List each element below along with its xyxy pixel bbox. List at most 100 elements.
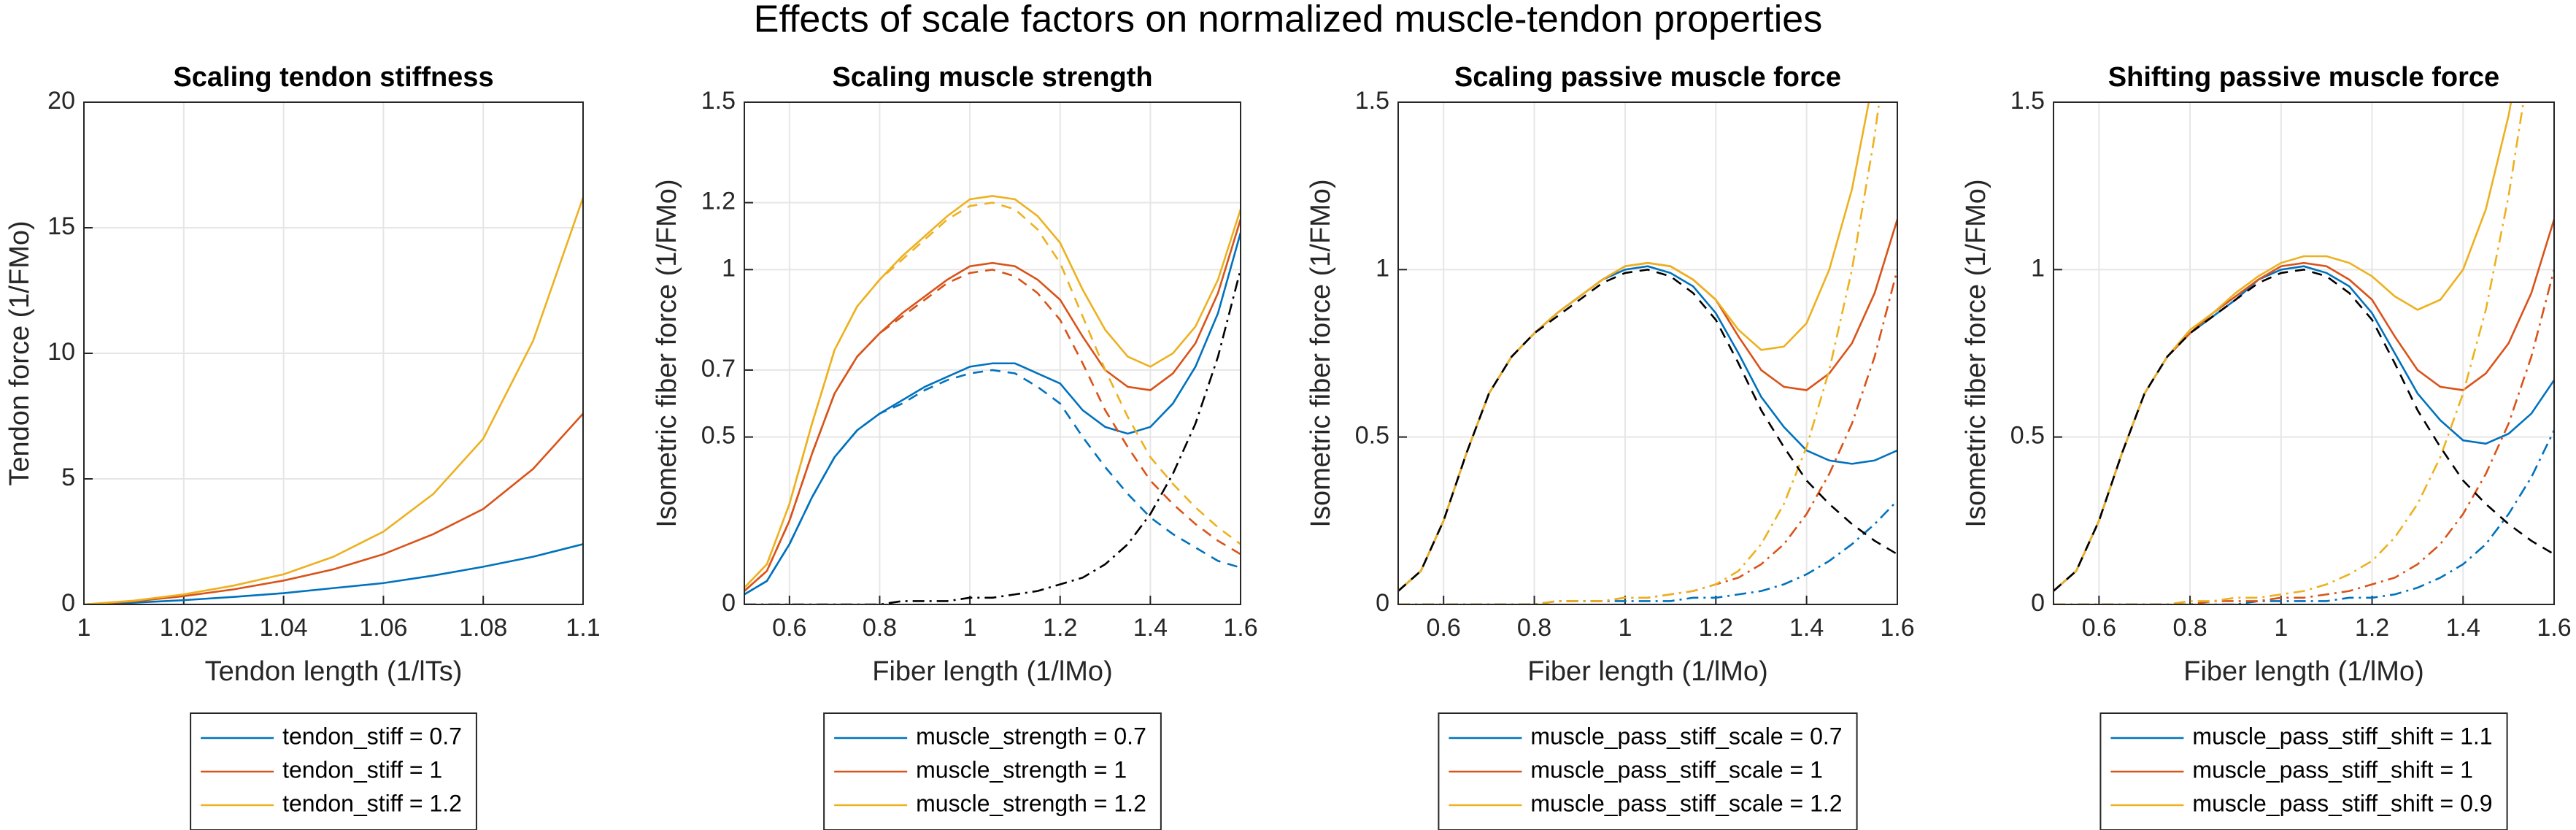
x-axis-label: Tendon length (1/lTs): [205, 656, 463, 687]
legend-label: tendon_stiff = 0.7: [282, 723, 462, 749]
y-tick-label: 0.7: [701, 355, 736, 383]
legend-box: [2099, 712, 2508, 830]
axes-box: [744, 101, 1241, 605]
x-tick-label: 1.6: [2537, 614, 2571, 642]
data-line: [744, 232, 1241, 596]
axes-box: [1397, 101, 1898, 605]
data-line: [744, 369, 1241, 596]
y-tick-label: 0: [1376, 589, 1389, 617]
x-tick-label: 0.8: [1517, 614, 1551, 642]
y-axis-label: Isometric fiber force (1/FMo): [1961, 179, 1991, 527]
data-line: [744, 269, 1241, 604]
data-line: [744, 269, 1241, 592]
plot-lines: [1398, 102, 1897, 604]
y-tick-label: 1: [1376, 254, 1389, 282]
y-tick-label: 20: [47, 87, 75, 115]
legend: muscle_strength = 0.7 muscle_strength = 1…: [823, 712, 1162, 830]
legend-label: tendon_stiff = 1.2: [282, 790, 462, 816]
y-tick-label: 15: [47, 212, 75, 240]
y-tick-label: 1.5: [1355, 87, 1389, 115]
y-tick-label: 0: [2031, 589, 2045, 617]
x-tick-label: 0.6: [2082, 614, 2116, 642]
y-tick-label: 1: [722, 254, 736, 282]
legend-label: muscle_pass_stiff_shift = 1.1: [2192, 723, 2492, 749]
x-tick-label: 1.2: [2355, 614, 2389, 642]
x-tick-label: 1.4: [1789, 614, 1824, 642]
x-axis-label: Fiber length (1/lMo): [1527, 656, 1767, 687]
plot-lines: [744, 195, 1241, 604]
legend-label: muscle_pass_stiff_scale = 1.2: [1530, 790, 1842, 816]
legend-label: tendon_stiff = 1: [282, 756, 442, 783]
data-line: [744, 201, 1241, 588]
x-axis-label: Fiber length (1/lMo): [872, 656, 1112, 687]
x-tick-label: 0.8: [863, 614, 897, 642]
x-tick-label: 1.2: [1043, 614, 1077, 642]
legend-label: muscle_pass_stiff_shift = 0.9: [2192, 790, 2492, 816]
data-line: [2054, 102, 2525, 604]
x-axis-label: Fiber length (1/lMo): [2183, 656, 2423, 687]
data-line: [1398, 102, 1881, 604]
y-tick-label: 10: [47, 338, 75, 366]
x-tick-label: 1.06: [359, 614, 407, 642]
plot-area: [2054, 102, 2554, 604]
x-tick-label: 1: [77, 614, 91, 642]
x-tick-label: 1.6: [1223, 614, 1257, 642]
legend: muscle_pass_stiff_shift = 1.1 muscle_pass…: [2099, 712, 2508, 830]
x-tick-label: 1.6: [1880, 614, 1914, 642]
x-tick-label: 1: [1618, 614, 1632, 642]
subplot-title: Scaling passive muscle force: [1454, 62, 1841, 93]
data-line: [2054, 269, 2554, 604]
legend: muscle_pass_stiff_scale = 0.7 muscle_pass…: [1438, 712, 1858, 830]
plot-area: [744, 102, 1241, 604]
x-tick-label: 0.6: [1427, 614, 1461, 642]
figure-title: Effects of scale factors on normalized m…: [754, 0, 1822, 41]
data-line: [84, 412, 583, 604]
legend-label: muscle_strength = 1.2: [916, 790, 1146, 816]
y-axis-label: Isometric fiber force (1/FMo): [652, 179, 682, 527]
plot-lines: [84, 197, 583, 604]
y-tick-label: 0.5: [2010, 422, 2045, 450]
y-axis-label: Tendon force (1/FMo): [4, 220, 35, 485]
y-tick-label: 1.5: [701, 87, 736, 115]
x-tick-label: 1.2: [1699, 614, 1733, 642]
subplot-title: Shifting passive muscle force: [2108, 62, 2499, 93]
legend: tendon_stiff = 0.7 tendon_stiff = 1 tendon…: [190, 712, 477, 830]
plot-lines: [2054, 102, 2554, 604]
y-axis-label: Isometric fiber force (1/FMo): [1306, 179, 1336, 527]
x-tick-label: 1.4: [2446, 614, 2480, 642]
y-tick-label: 5: [61, 464, 75, 491]
y-tick-label: 1.5: [2010, 87, 2045, 115]
x-tick-label: 1.4: [1133, 614, 1168, 642]
data-line: [84, 197, 583, 604]
y-tick-label: 0: [722, 589, 736, 617]
x-tick-label: 1.04: [260, 614, 308, 642]
x-tick-label: 1: [963, 614, 977, 642]
x-tick-label: 1: [2274, 614, 2288, 642]
y-tick-label: 1: [2031, 254, 2045, 282]
data-line: [1398, 269, 1897, 592]
y-tick-label: 1.2: [701, 188, 736, 215]
subplot-title: Scaling muscle strength: [832, 62, 1152, 93]
legend-label: muscle_strength = 0.7: [916, 723, 1146, 749]
x-tick-label: 1.02: [160, 614, 208, 642]
plot-area: [1398, 102, 1897, 604]
x-tick-label: 1.1: [566, 614, 600, 642]
x-tick-label: 1.08: [459, 614, 507, 642]
legend-label: muscle_pass_stiff_scale = 1: [1530, 756, 1823, 783]
data-line: [1398, 499, 1897, 604]
legend-label: muscle_strength = 1: [916, 756, 1127, 783]
x-tick-label: 0.8: [2172, 614, 2207, 642]
y-tick-label: 0: [61, 589, 75, 617]
data-line: [84, 543, 583, 604]
y-tick-label: 0.5: [701, 422, 736, 450]
axes-box: [2053, 101, 2555, 605]
axes-box: [83, 101, 584, 605]
x-tick-label: 0.6: [772, 614, 806, 642]
data-line: [2054, 429, 2554, 604]
y-tick-label: 0.5: [1355, 422, 1389, 450]
legend-label: muscle_pass_stiff_scale = 0.7: [1530, 723, 1842, 749]
legend-label: muscle_pass_stiff_shift = 1: [2192, 756, 2473, 783]
data-line: [2054, 269, 2554, 592]
subplot-title: Scaling tendon stiffness: [173, 62, 493, 93]
